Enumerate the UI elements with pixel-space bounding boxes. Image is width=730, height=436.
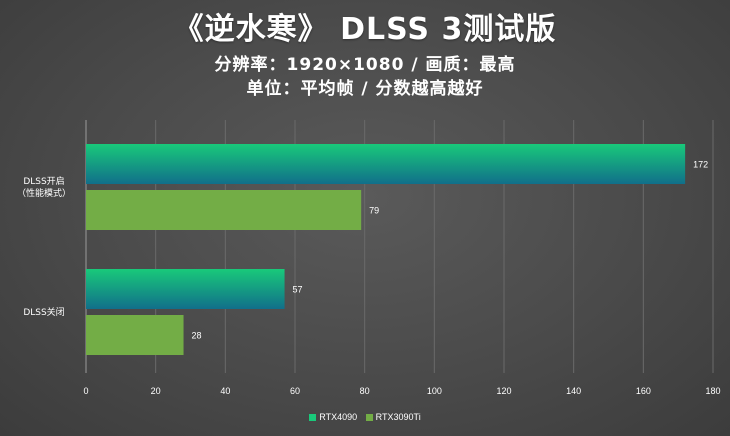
bar-rtx4090-1: [86, 269, 285, 309]
legend-swatch-rtx4090: [309, 413, 317, 421]
x-tick-label-140: 140: [566, 386, 581, 396]
x-tick-label-80: 80: [360, 386, 370, 396]
x-tick-label-120: 120: [496, 386, 511, 396]
bar-rtx3090ti-1: [86, 315, 184, 355]
chart-subtitle-resolution: 分辨率：1920×1080 / 画质：最高: [214, 55, 516, 75]
chart-subtitle-unit: 单位：平均帧 / 分数越高越好: [246, 79, 484, 99]
x-tick-label-20: 20: [151, 386, 161, 396]
chart-title: 《逆水寒》 DLSS 3测试版: [173, 12, 557, 47]
legend-label-rtx4090: RTX4090: [319, 412, 358, 422]
x-tick-label-180: 180: [705, 386, 720, 396]
bar-rtx4090-0: [86, 144, 686, 184]
legend-item-rtx3090ti: RTX3090Ti: [365, 412, 421, 422]
legend-item-rtx4090: RTX4090: [309, 412, 357, 422]
x-tick-label-40: 40: [220, 386, 230, 396]
bar-rtx3090ti-0: [86, 190, 362, 230]
x-tick-label-0: 0: [83, 386, 88, 396]
category-label-1: DLSS关闭: [23, 306, 64, 318]
x-tick-label-160: 160: [636, 386, 651, 396]
x-tick-label-100: 100: [427, 386, 442, 396]
legend-label-rtx3090ti: RTX3090Ti: [375, 412, 421, 422]
chart-legend: RTX4090 RTX3090Ti: [0, 412, 730, 423]
data-label-rtx3090ti-0: 79: [369, 206, 379, 216]
data-label-rtx4090-1: 57: [293, 285, 303, 295]
legend-swatch-rtx3090ti: [365, 413, 373, 421]
category-label-0: DLSS开启（性能模式）: [17, 175, 71, 199]
x-tick-label-60: 60: [290, 386, 300, 396]
data-label-rtx4090-0: 172: [693, 160, 708, 170]
data-label-rtx3090ti-1: 28: [192, 331, 202, 341]
